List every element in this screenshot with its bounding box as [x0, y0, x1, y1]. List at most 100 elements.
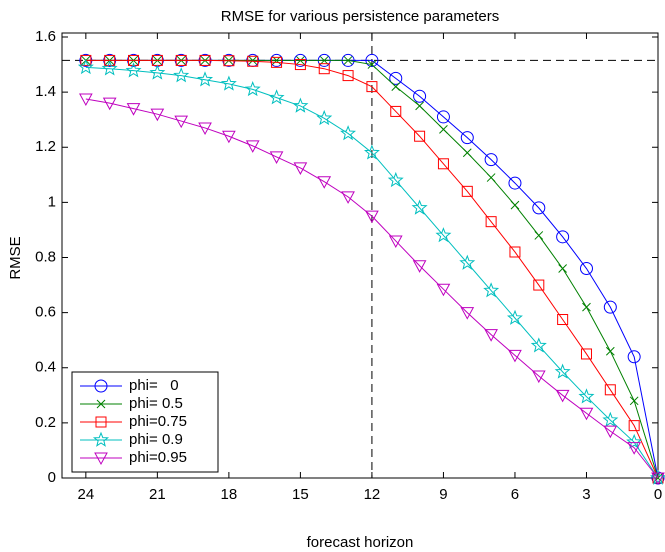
y-tick-label: 1.4 [35, 83, 56, 100]
x-tick-label: 6 [511, 486, 519, 503]
x-axis-label: forecast horizon [307, 534, 414, 551]
y-tick-label: 0.2 [35, 414, 56, 431]
marker [508, 176, 522, 190]
marker [101, 60, 118, 76]
marker [365, 210, 379, 224]
marker [533, 279, 545, 291]
marker [557, 314, 569, 326]
legend-marker [92, 431, 110, 447]
marker [627, 350, 641, 364]
marker [579, 407, 594, 421]
marker [582, 302, 591, 312]
marker [579, 262, 593, 276]
x-tick-label: 9 [439, 486, 447, 503]
marker [509, 246, 521, 258]
marker [554, 363, 571, 379]
marker [484, 329, 498, 342]
marker [343, 56, 353, 65]
marker [578, 388, 595, 404]
marker [414, 130, 426, 142]
marker [483, 282, 500, 298]
marker [435, 227, 452, 243]
marker [341, 191, 355, 204]
marker [247, 55, 259, 67]
marker [604, 384, 616, 396]
legend-label: phi= 0 [129, 377, 179, 394]
x-tick-label: 21 [149, 486, 166, 503]
marker [603, 425, 618, 439]
plot-area [61, 32, 659, 479]
marker [531, 370, 546, 384]
marker [244, 81, 261, 97]
marker [319, 56, 329, 65]
marker [436, 283, 451, 297]
marker [293, 162, 308, 175]
marker [173, 67, 190, 83]
marker [485, 216, 497, 228]
marker [388, 235, 403, 249]
marker [222, 130, 236, 144]
marker [198, 122, 212, 136]
marker [387, 171, 404, 188]
marker [508, 349, 522, 363]
legend-label: phi= 0.5 [129, 395, 183, 412]
marker [149, 64, 166, 80]
series-line [85, 59, 659, 479]
marker [626, 433, 643, 449]
marker [126, 103, 141, 116]
y-axis-label: RMSE [7, 236, 24, 279]
marker [412, 260, 427, 273]
marker [460, 307, 475, 320]
marker [150, 108, 165, 122]
marker [78, 93, 93, 107]
marker [532, 201, 546, 215]
marker [296, 56, 305, 65]
marker [77, 58, 94, 75]
marker [128, 54, 140, 66]
x-tick-label: 24 [77, 486, 94, 503]
marker [484, 153, 498, 167]
marker [366, 81, 378, 93]
legend-marker [95, 416, 107, 428]
marker [603, 300, 617, 314]
marker [365, 53, 379, 67]
marker [462, 148, 472, 158]
marker [268, 89, 285, 105]
marker [391, 82, 401, 91]
marker [602, 411, 619, 427]
marker [556, 230, 570, 244]
marker [342, 70, 354, 82]
marker [363, 144, 380, 160]
marker [340, 125, 357, 141]
x-tick-label: 18 [221, 486, 238, 503]
marker [271, 56, 283, 68]
marker [413, 89, 427, 103]
marker [651, 472, 665, 486]
y-tick-label: 0.4 [35, 359, 56, 376]
marker [390, 105, 402, 117]
marker [436, 110, 450, 124]
marker [460, 131, 474, 145]
marker [459, 254, 476, 270]
marker [104, 54, 116, 66]
marker [510, 200, 520, 210]
marker [415, 101, 424, 111]
chart-title: RMSE for various persistence parameters [221, 8, 499, 25]
marker [530, 337, 547, 353]
marker [292, 97, 309, 113]
marker [534, 231, 544, 240]
marker [317, 176, 332, 189]
y-tick-label: 0.6 [35, 304, 56, 321]
x-tick-label: 15 [292, 486, 309, 503]
marker [102, 97, 117, 111]
x-tick-label: 0 [654, 486, 662, 503]
marker [223, 55, 235, 67]
marker [629, 396, 639, 406]
marker [439, 124, 448, 134]
series-line [85, 98, 659, 479]
marker [437, 158, 449, 170]
marker [248, 56, 258, 65]
marker [605, 346, 615, 356]
marker [125, 62, 142, 78]
